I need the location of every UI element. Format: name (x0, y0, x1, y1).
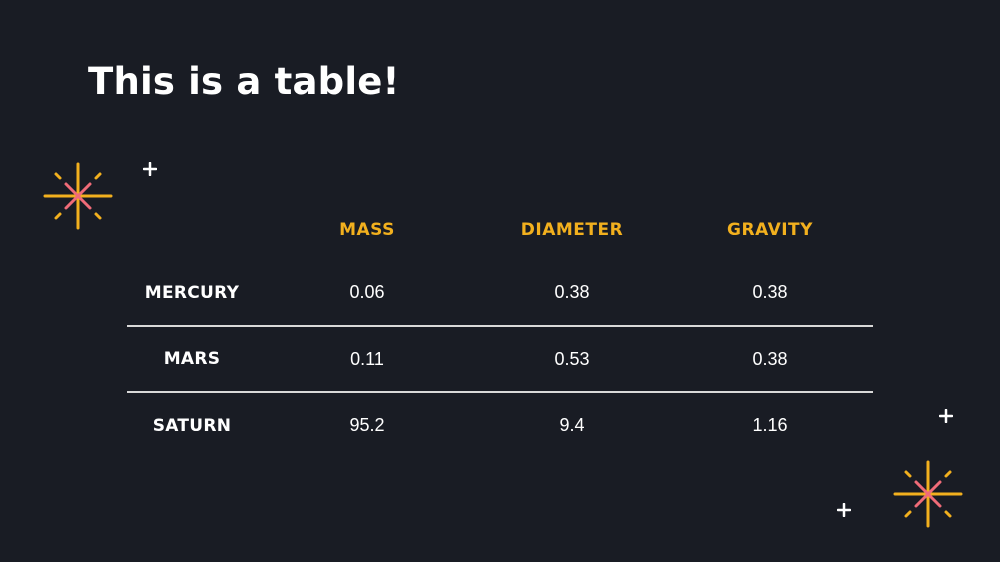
cell-mercury-mass: 0.06 (349, 282, 385, 302)
cell-mars-gravity: 0.38 (667, 325, 873, 392)
row-label-saturn: SATURN (127, 391, 257, 458)
cell-mercury-gravity: 0.38 (752, 282, 788, 302)
cell-saturn-diameter: 9.4 (477, 391, 667, 458)
column-header-gravity: GRAVITY (727, 220, 813, 240)
column-header-diameter: DIAMETER (520, 220, 624, 240)
table-row: MERCURY 0.06 0.38 0.38 (127, 260, 873, 326)
cell-mars-mass: 0.11 (257, 325, 477, 392)
planet-table: MASS DIAMETER GRAVITY MERCURY 0.06 0.38 … (127, 200, 873, 458)
header-empty-cell (127, 200, 257, 260)
planet-table-container: MASS DIAMETER GRAVITY MERCURY 0.06 0.38 … (127, 200, 873, 458)
row-label-mars: MARS (127, 325, 257, 392)
sparkle-star-icon (893, 460, 963, 528)
plus-sparkle-icon (143, 162, 157, 176)
plus-sparkle-icon (837, 503, 851, 517)
cell-saturn-gravity: 1.16 (667, 391, 873, 458)
table-header-row: MASS DIAMETER GRAVITY (127, 200, 873, 260)
row-label-mercury: MERCURY (144, 282, 240, 303)
cell-saturn-mass: 95.2 (257, 391, 477, 458)
sparkle-star-icon (43, 162, 113, 230)
plus-sparkle-icon (939, 409, 953, 423)
column-header-mass: MASS (339, 220, 395, 240)
cell-mercury-diameter: 0.38 (554, 282, 590, 302)
slide-title: This is a table! (88, 60, 400, 103)
table-row: SATURN 95.2 9.4 1.16 (127, 391, 873, 458)
table-row: MARS 0.11 0.53 0.38 (127, 325, 873, 392)
cell-mars-diameter: 0.53 (477, 325, 667, 392)
